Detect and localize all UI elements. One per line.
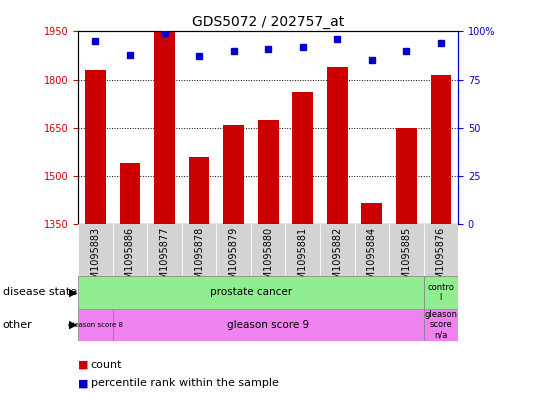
Bar	[251, 224, 286, 277]
Text: GSM1095886: GSM1095886	[125, 227, 135, 292]
Text: GSM1095881: GSM1095881	[298, 227, 308, 292]
Bar	[113, 309, 424, 341]
Bar	[78, 224, 113, 277]
Text: contro
l: contro l	[427, 283, 454, 302]
Text: GSM1095879: GSM1095879	[229, 227, 239, 292]
Bar	[216, 224, 251, 277]
Text: ■: ■	[78, 360, 88, 370]
Bar	[223, 125, 244, 224]
Bar	[431, 75, 451, 224]
Bar	[389, 224, 424, 277]
Text: other: other	[3, 320, 32, 330]
Bar	[320, 224, 355, 277]
Text: prostate cancer: prostate cancer	[210, 287, 292, 298]
Bar	[78, 309, 113, 341]
Text: disease state: disease state	[3, 287, 77, 298]
Text: gleason score 9: gleason score 9	[227, 320, 309, 330]
Text: GSM1095880: GSM1095880	[263, 227, 273, 292]
Bar	[355, 224, 389, 277]
Text: ■: ■	[78, 378, 88, 388]
Text: percentile rank within the sample: percentile rank within the sample	[91, 378, 279, 388]
Text: gleason
score
n/a: gleason score n/a	[424, 310, 458, 340]
Bar	[292, 92, 313, 224]
Text: GSM1095878: GSM1095878	[194, 227, 204, 292]
Text: GSM1095882: GSM1095882	[332, 227, 342, 292]
Text: gleason score 8: gleason score 8	[68, 321, 123, 328]
Text: ▶: ▶	[69, 287, 78, 298]
Bar	[120, 163, 140, 224]
Bar	[362, 203, 382, 224]
Text: GSM1095877: GSM1095877	[160, 227, 170, 292]
Bar	[327, 67, 348, 224]
Text: GSM1095884: GSM1095884	[367, 227, 377, 292]
Bar	[424, 276, 458, 309]
Title: GDS5072 / 202757_at: GDS5072 / 202757_at	[192, 15, 344, 29]
Bar	[154, 31, 175, 224]
Bar	[424, 224, 458, 277]
Bar	[113, 224, 147, 277]
Text: ▶: ▶	[69, 320, 78, 330]
Text: GSM1095885: GSM1095885	[402, 227, 411, 292]
Bar	[147, 224, 182, 277]
Text: count: count	[91, 360, 122, 370]
Bar	[258, 120, 279, 224]
Bar	[286, 224, 320, 277]
Text: GSM1095876: GSM1095876	[436, 227, 446, 292]
Bar	[424, 309, 458, 341]
Bar	[396, 128, 417, 224]
Bar	[85, 70, 106, 224]
Text: GSM1095883: GSM1095883	[91, 227, 100, 292]
Bar	[189, 156, 210, 224]
Bar	[182, 224, 216, 277]
